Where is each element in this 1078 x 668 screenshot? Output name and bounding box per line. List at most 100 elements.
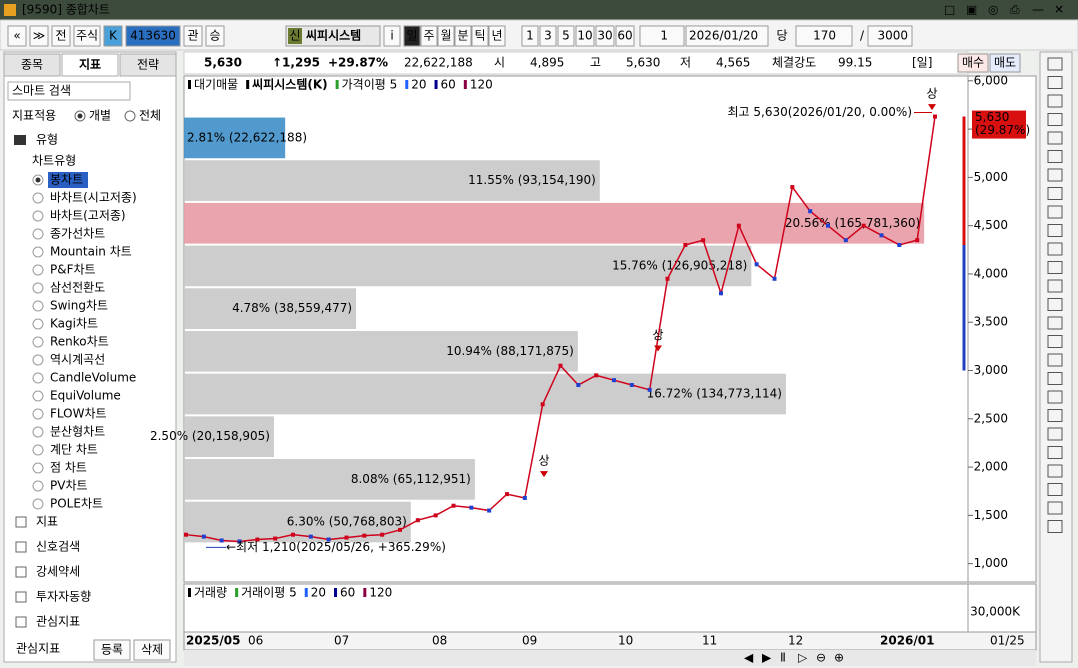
button[interactable] <box>575 25 595 47</box>
button[interactable] <box>471 25 489 47</box>
tool-icon[interactable] <box>1047 520 1063 533</box>
button[interactable] <box>795 25 853 47</box>
window-button[interactable]: ▣ <box>966 3 977 17</box>
radio[interactable] <box>32 336 44 348</box>
chart-type[interactable]: P&F차트 <box>50 263 96 277</box>
button[interactable] <box>403 25 421 47</box>
tool-icon[interactable] <box>1047 279 1063 293</box>
bars-input[interactable]: 170 <box>813 29 836 43</box>
tool-icon[interactable] <box>1047 316 1063 330</box>
chart-type[interactable]: 분산형차트 <box>50 425 105 439</box>
tool-icon[interactable] <box>1047 446 1063 459</box>
button[interactable] <box>183 25 203 47</box>
button[interactable] <box>867 25 913 47</box>
tool-icon[interactable] <box>1047 224 1063 237</box>
scroll-button[interactable]: Ⅱ <box>780 651 786 665</box>
radio[interactable] <box>32 192 44 204</box>
toolbar-item[interactable]: 413630 <box>130 29 176 43</box>
button[interactable] <box>7 25 27 47</box>
expand-box[interactable] <box>15 591 27 603</box>
chart-type[interactable]: PV차트 <box>50 479 88 493</box>
toolbar-item[interactable]: 주식 <box>76 29 98 43</box>
period-button[interactable]: 월 <box>440 29 451 43</box>
tab[interactable] <box>3 53 61 77</box>
radio[interactable] <box>32 390 44 402</box>
info-button[interactable]: i <box>390 29 393 43</box>
section-label[interactable]: 관심지표 <box>36 615 80 629</box>
radio[interactable] <box>32 246 44 258</box>
chart-type[interactable]: Kagi차트 <box>50 317 98 331</box>
period-button[interactable]: 일 <box>406 29 417 43</box>
toolbar-item[interactable]: ≫ <box>33 29 46 43</box>
tool-icon[interactable] <box>1047 353 1063 367</box>
radio[interactable] <box>32 444 44 456</box>
tool-icon[interactable] <box>1047 427 1063 441</box>
toolbar-item[interactable]: 승 <box>209 29 220 43</box>
chart-type[interactable]: Swing차트 <box>50 299 108 313</box>
chart-type[interactable]: 삼선전환도 <box>50 281 105 295</box>
window-button[interactable]: ⎙ <box>1010 3 1020 17</box>
buy-button[interactable]: 매수 <box>962 56 984 70</box>
tool-icon[interactable] <box>1047 298 1063 311</box>
radio[interactable] <box>32 426 44 438</box>
window-button[interactable]: — <box>1032 3 1044 17</box>
section-label[interactable]: 강세약세 <box>36 564 80 579</box>
tool-icon[interactable] <box>1047 242 1063 256</box>
expand-box[interactable] <box>15 541 27 553</box>
button[interactable] <box>539 25 557 47</box>
button[interactable] <box>125 25 181 47</box>
button[interactable] <box>595 25 615 47</box>
button[interactable] <box>957 53 989 73</box>
toolbar-item[interactable]: K <box>109 29 118 43</box>
tool-icon[interactable] <box>1047 390 1063 404</box>
scroll-button[interactable]: ⊖ <box>816 651 826 665</box>
tool-icon[interactable] <box>1047 261 1063 274</box>
button[interactable] <box>437 25 455 47</box>
footer-button[interactable]: 삭제 <box>141 643 163 657</box>
chart-type[interactable]: EquiVolume <box>50 389 121 403</box>
period-button[interactable]: 년 <box>491 29 502 43</box>
tab[interactable] <box>61 53 119 77</box>
tab-label[interactable]: 종목 <box>21 58 43 72</box>
radio[interactable] <box>32 282 44 294</box>
tool-icon[interactable] <box>1047 168 1063 182</box>
sell-button[interactable]: 매도 <box>994 56 1016 70</box>
tool-icon[interactable] <box>1047 187 1063 200</box>
tool-icon[interactable] <box>1047 501 1063 515</box>
button[interactable] <box>383 25 401 47</box>
tool-icon[interactable] <box>1047 372 1063 385</box>
tool-icon[interactable] <box>1047 205 1063 219</box>
chart-type[interactable]: Mountain 차트 <box>50 245 132 259</box>
tool-icon[interactable] <box>1047 131 1063 145</box>
period-button[interactable]: 틱 <box>474 29 485 43</box>
chart-type[interactable]: 계단 차트 <box>50 443 98 457</box>
button[interactable] <box>521 25 539 47</box>
radio-label[interactable]: 전체 <box>139 109 161 123</box>
button[interactable] <box>454 25 472 47</box>
scroll-button[interactable]: ⊕ <box>834 651 844 665</box>
window-button[interactable]: □ <box>944 3 955 17</box>
tool-icon[interactable] <box>1047 113 1063 126</box>
chart-type[interactable]: 바차트(시고저종) <box>50 191 137 205</box>
button[interactable] <box>133 639 171 661</box>
search-box[interactable] <box>7 81 131 101</box>
tool-icon[interactable] <box>1047 76 1063 89</box>
footer-button[interactable]: 등록 <box>101 643 123 657</box>
radio[interactable] <box>32 264 44 276</box>
tool-icon[interactable] <box>1047 409 1063 422</box>
radio-label[interactable]: 개별 <box>89 109 111 123</box>
radio[interactable] <box>32 354 44 366</box>
button[interactable] <box>639 25 685 47</box>
scroll-button[interactable]: ▶ <box>762 651 772 665</box>
radio[interactable] <box>32 372 44 384</box>
button[interactable] <box>103 25 123 47</box>
section-label[interactable]: 신호검색 <box>36 540 80 554</box>
interval-button[interactable]: 5 <box>562 29 570 43</box>
tool-icon[interactable] <box>1047 483 1063 496</box>
scroll-button[interactable]: ◀ <box>744 651 754 665</box>
tool-icon[interactable] <box>1047 57 1063 71</box>
button[interactable] <box>685 25 769 47</box>
chart-type[interactable]: POLE차트 <box>50 497 103 511</box>
window-button[interactable]: ◎ <box>988 3 998 17</box>
window-button[interactable]: ✕ <box>1054 3 1064 17</box>
